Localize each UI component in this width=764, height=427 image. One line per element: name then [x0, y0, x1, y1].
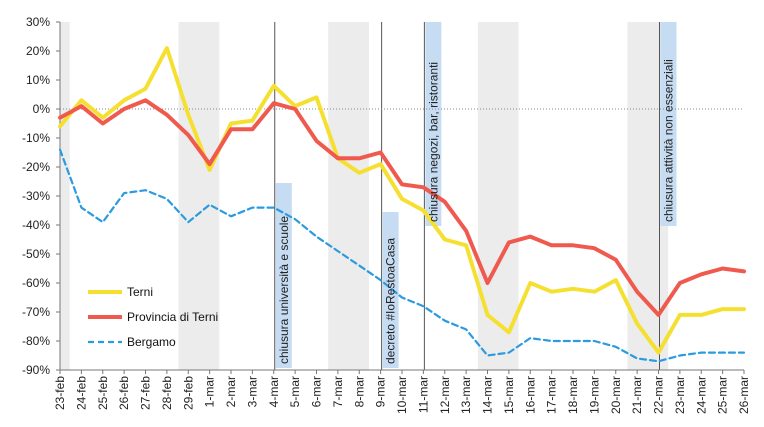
- series-line-bergamo: [58, 148, 746, 363]
- y-tick-label: -70%: [22, 305, 50, 319]
- x-tick-label: 29-feb: [181, 376, 195, 410]
- x-tick-label: 11-mar: [416, 376, 430, 413]
- annotation-boxes: [275, 22, 677, 368]
- y-tick-label: -30%: [22, 189, 50, 203]
- y-tick-label: -90%: [22, 363, 50, 377]
- x-tick-label: 26-feb: [117, 376, 131, 410]
- annotation-label-0: chiusura università e scuole: [277, 216, 291, 364]
- y-tick-label: 20%: [26, 44, 50, 58]
- x-tick-label: 25-feb: [96, 376, 110, 410]
- x-tick-label: 8-mar: [352, 376, 366, 407]
- weekend-bands: [60, 22, 669, 370]
- x-tick-label: 24-mar: [694, 376, 708, 414]
- annotation-box-2: [425, 22, 442, 226]
- annotation-label-3: chiusura attività non essenziali: [662, 59, 676, 222]
- y-tick-label: -40%: [22, 218, 50, 232]
- series-line-provincia-di-terni: [58, 98, 746, 317]
- annotation-labels: chiusura università e scuole decreto #IoR…: [277, 59, 676, 364]
- x-tick-label: 2-mar: [224, 376, 238, 407]
- weekend-band-0: [60, 22, 70, 370]
- x-tick-label: 4-mar: [267, 376, 281, 407]
- y-tick-label: -80%: [22, 334, 50, 348]
- x-tick-label: 23-mar: [673, 376, 687, 414]
- weekend-band-2: [328, 22, 369, 370]
- legend-label-0: Terni: [127, 285, 153, 299]
- x-tick-label: 28-feb: [160, 376, 174, 410]
- x-tick-label: 19-mar: [587, 376, 601, 414]
- y-tick-label: -50%: [22, 247, 50, 261]
- weekend-band-1: [178, 22, 220, 370]
- y-tick-label: 30%: [26, 15, 50, 29]
- x-tick-label: 12-mar: [438, 376, 452, 414]
- legend-label-1: Provincia di Terni: [127, 310, 218, 324]
- x-tick-label: 5-mar: [288, 376, 302, 407]
- x-tick-label: 6-mar: [310, 376, 324, 407]
- x-tick-label: 22-mar: [652, 376, 666, 414]
- x-tick-label: 14-mar: [481, 376, 495, 414]
- x-tick-label: 27-feb: [139, 376, 153, 410]
- x-tick-label: 17-mar: [545, 376, 559, 414]
- x-tick-label: 18-mar: [566, 376, 580, 414]
- x-tick-label: 15-mar: [502, 376, 516, 414]
- series-lines: [58, 46, 746, 363]
- annotation-label-2: chiusura negozi, bar, ristoranti: [426, 62, 440, 222]
- annotation-box-3: [660, 22, 677, 226]
- x-tick-label: 24-feb: [74, 376, 88, 410]
- x-tick-label: 25-mar: [716, 376, 730, 414]
- y-tick-label: -20%: [22, 160, 50, 174]
- series-line-terni: [58, 46, 746, 355]
- annotation-box-0: [275, 183, 292, 368]
- x-tick-label: 10-mar: [395, 376, 409, 414]
- x-tick-label: 16-mar: [523, 376, 537, 414]
- y-tick-label: 10%: [26, 73, 50, 87]
- x-tick-label: 9-mar: [374, 376, 388, 407]
- x-tick-label: 23-feb: [53, 376, 67, 410]
- annotation-box-1: [382, 212, 399, 368]
- y-tick-label: 0%: [33, 102, 51, 116]
- legend-label-2: Bergamo: [127, 335, 176, 349]
- x-tick-label: 3-mar: [245, 376, 259, 407]
- annotation-label-1: decreto #IoRestoaCasa: [384, 238, 398, 364]
- x-tick-label: 13-mar: [459, 376, 473, 414]
- y-tick-label: -60%: [22, 276, 50, 290]
- x-tick-label: 1-mar: [203, 376, 217, 407]
- weekend-band-3: [477, 22, 519, 370]
- x-tick-label: 20-mar: [609, 376, 623, 414]
- axes: 30% 20% 10% 0% -10% -20% -30% -40% -50% -60% -70% -…: [22, 15, 751, 414]
- x-tick-label: 21-mar: [630, 376, 644, 414]
- x-tick-label: 7-mar: [331, 376, 345, 407]
- legend: Terni Provincia di Terni Bergamo: [88, 285, 218, 349]
- x-tick-label: 26-mar: [737, 376, 751, 414]
- y-tick-label: -10%: [22, 131, 50, 145]
